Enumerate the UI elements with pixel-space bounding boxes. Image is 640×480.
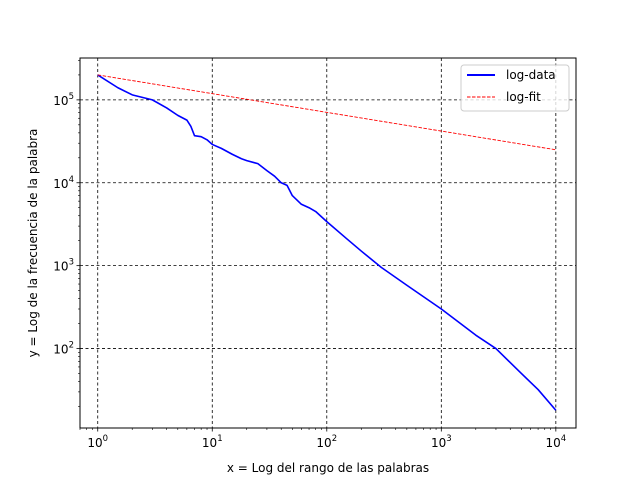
y-tick-label: 103 — [53, 258, 74, 274]
y-tick-label: 102 — [53, 341, 74, 357]
series-line-log-fit — [97, 74, 556, 151]
x-tick-label: 103 — [431, 434, 452, 450]
legend-box — [460, 64, 570, 112]
axis-ticks: 100 101 102 103 104 102 103 104 105 — [53, 60, 566, 450]
y-tick-label: 105 — [53, 92, 74, 108]
x-axis-label: x = Log del rango de las palabras — [227, 461, 429, 475]
x-tick-label: 102 — [316, 434, 337, 450]
legend: log-data log-fit — [460, 64, 570, 112]
x-tick-label: 104 — [545, 434, 566, 450]
plot-frame — [79, 57, 577, 429]
legend-label-log-data: log-data — [506, 68, 556, 82]
series-layer — [97, 74, 557, 411]
x-tick-label: 100 — [87, 434, 108, 450]
series-line-log-data — [97, 74, 557, 411]
legend-label-log-fit: log-fit — [506, 90, 541, 104]
y-axis-label: y = Log de la frecuencia de la palabra — [26, 129, 40, 358]
x-tick-label: 101 — [202, 434, 223, 450]
y-tick-label: 104 — [53, 175, 74, 191]
